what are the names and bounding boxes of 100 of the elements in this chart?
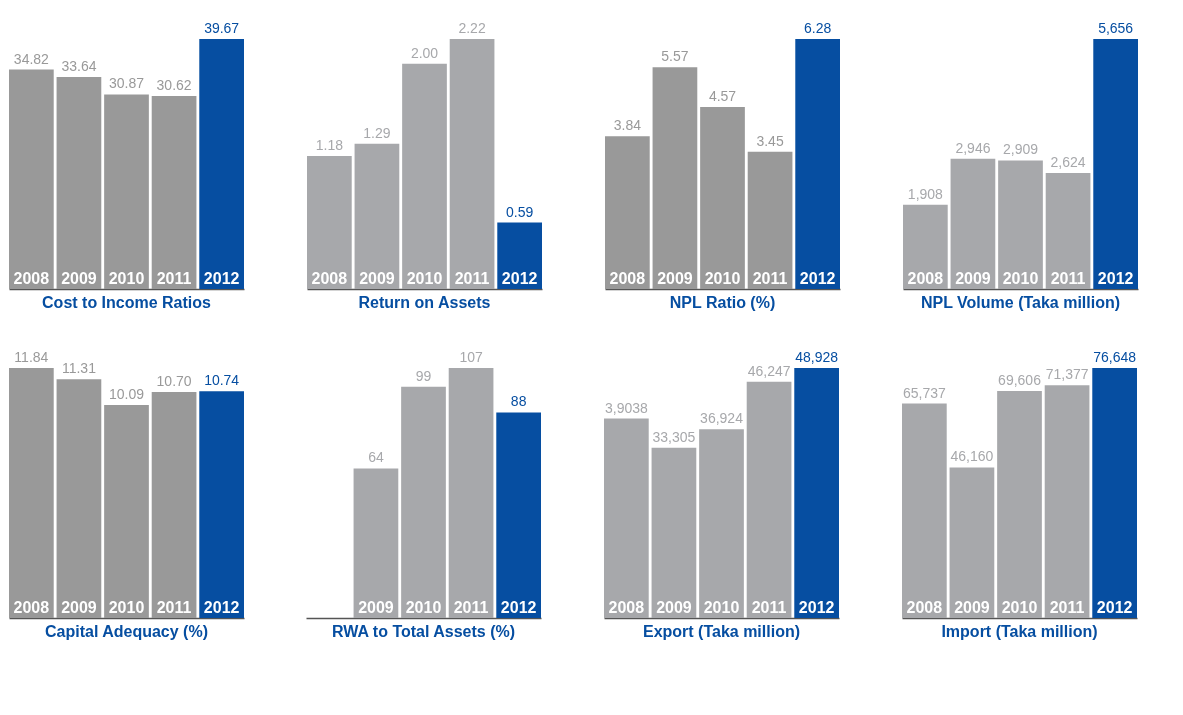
data-label: 11.84 xyxy=(14,349,49,365)
bar xyxy=(199,39,244,289)
x-tick-label: 2008 xyxy=(311,270,348,287)
bar xyxy=(604,418,649,618)
data-label: 6.28 xyxy=(804,20,832,36)
data-label: 2.00 xyxy=(410,44,439,61)
bar xyxy=(354,143,400,289)
x-tick-label: 2009 xyxy=(657,270,693,287)
data-label: 88 xyxy=(510,393,527,410)
bar xyxy=(700,107,745,289)
data-label: 1.29 xyxy=(363,124,391,141)
data-label: 10.09 xyxy=(108,385,145,402)
x-tick-label: 2011 xyxy=(752,270,788,287)
bar xyxy=(9,368,54,618)
bar xyxy=(402,63,447,289)
data-label: 34.82 xyxy=(13,50,50,67)
bar xyxy=(307,156,352,289)
data-label: 0.59 xyxy=(506,203,534,220)
x-tick-label: 2012 xyxy=(798,599,835,616)
x-tick-label: 2012 xyxy=(799,270,836,287)
x-tick-label: 2008 xyxy=(13,599,50,616)
data-label: 1.18 xyxy=(315,137,344,154)
data-label: 46,160 xyxy=(950,448,994,465)
bar xyxy=(747,151,793,289)
x-tick-label: 2008 xyxy=(13,270,50,287)
bar xyxy=(199,391,244,618)
bar xyxy=(151,96,197,289)
data-label: 36,924 xyxy=(700,410,744,427)
x-tick-label: 2009 xyxy=(61,270,97,287)
data-label: 3.84 xyxy=(613,117,642,134)
data-label: 2,909 xyxy=(1002,141,1039,158)
x-tick-label: 2012 xyxy=(203,270,240,287)
bar xyxy=(997,390,1042,618)
data-label: 99 xyxy=(415,367,432,384)
x-tick-label: 2008 xyxy=(608,599,645,616)
bar xyxy=(998,160,1043,289)
data-label: 3,9038 xyxy=(604,399,648,416)
x-tick-label: 2011 xyxy=(454,270,490,287)
x-tick-label: 2010 xyxy=(406,270,443,287)
x-tick-label: 2012 xyxy=(501,270,538,287)
data-label: 76,648 xyxy=(1093,349,1137,365)
bar xyxy=(496,412,541,618)
x-tick-label: 2011 xyxy=(453,599,489,616)
data-label: 30.62 xyxy=(156,77,192,94)
x-tick-label: 2008 xyxy=(609,270,646,287)
data-label: 69,606 xyxy=(998,371,1042,388)
x-tick-label: 2009 xyxy=(358,599,394,616)
text: Capital Adequacy (%) xyxy=(45,623,208,640)
data-label: 10.74 xyxy=(204,372,240,389)
data-label: 48,928 xyxy=(795,349,839,365)
x-tick-label: 2009 xyxy=(955,270,991,287)
bar xyxy=(449,39,495,289)
bar xyxy=(949,467,995,618)
data-label: 1,908 xyxy=(907,185,944,202)
x-tick-label: 2011 xyxy=(751,599,787,616)
bar xyxy=(1092,368,1137,618)
x-tick-label: 2012 xyxy=(203,599,240,616)
bar xyxy=(902,403,947,618)
data-label: 30.87 xyxy=(108,75,145,92)
x-tick-label: 2012 xyxy=(1097,270,1134,287)
data-label: 5.57 xyxy=(661,48,689,65)
data-label: 46,247 xyxy=(747,362,791,379)
data-label: 65,737 xyxy=(902,384,946,401)
data-label: 2.22 xyxy=(458,20,486,36)
x-tick-label: 2009 xyxy=(656,599,692,616)
data-label: 11.31 xyxy=(61,360,97,377)
bar xyxy=(605,136,650,289)
bar xyxy=(401,386,446,618)
data-label: 33.64 xyxy=(61,58,97,74)
text: Export (Taka million) xyxy=(642,623,801,640)
x-tick-label: 2010 xyxy=(405,599,442,616)
bar xyxy=(56,379,102,618)
bar xyxy=(795,39,840,289)
bar xyxy=(9,69,54,289)
data-label: 4.57 xyxy=(708,88,737,105)
bar xyxy=(1045,173,1091,289)
bar xyxy=(950,158,996,289)
data-label: 2,624 xyxy=(1050,154,1086,171)
x-tick-label: 2010 xyxy=(108,270,145,287)
bar xyxy=(151,392,197,618)
text: Cost to Income Ratios xyxy=(42,294,212,311)
text: NPL Volume (Taka million) xyxy=(920,294,1121,311)
x-tick-label: 2009 xyxy=(61,599,97,616)
x-tick-label: 2011 xyxy=(156,599,192,616)
x-tick-label: 2009 xyxy=(954,599,990,616)
x-tick-label: 2011 xyxy=(1050,270,1086,287)
text: Return on Assets xyxy=(358,294,491,311)
bar xyxy=(497,222,542,289)
x-tick-label: 2011 xyxy=(1049,599,1085,616)
x-tick-label: 2012 xyxy=(500,599,537,616)
bar xyxy=(651,447,697,618)
bar xyxy=(104,404,149,618)
data-label: 10.70 xyxy=(156,373,192,390)
bar xyxy=(699,429,744,618)
text: Import (Taka million) xyxy=(941,623,1098,640)
bar xyxy=(104,94,149,289)
bar xyxy=(448,368,494,618)
x-tick-label: 2008 xyxy=(907,270,944,287)
bar xyxy=(1044,385,1090,618)
data-label: 2,946 xyxy=(955,139,991,156)
